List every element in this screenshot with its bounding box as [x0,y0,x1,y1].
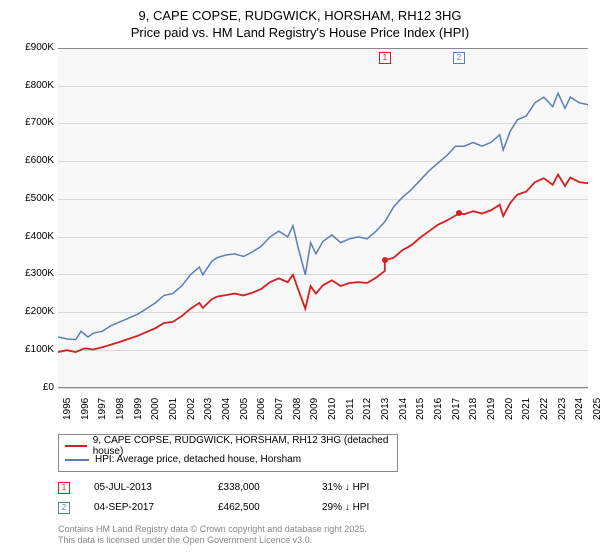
x-tick-label: 1999 [133,398,144,420]
x-tick-label: 2005 [239,398,250,420]
legend-swatch [65,445,87,447]
y-tick-label: £600K [10,155,54,166]
legend-swatch [65,459,89,461]
x-tick-label: 1995 [62,398,73,420]
y-tick-label: £500K [10,193,54,204]
y-gridline [58,388,588,389]
x-tick-label: 2004 [221,398,232,420]
x-tick-label: 2012 [362,398,373,420]
x-tick-label: 1997 [97,398,108,420]
y-tick-label: £400K [10,231,54,242]
title-line-1: 9, CAPE COPSE, RUDGWICK, HORSHAM, RH12 3… [10,8,590,25]
series-hpi [58,93,588,339]
plot-area: 12 [58,48,588,388]
sale-date: 05-JUL-2013 [94,482,194,493]
x-tick-label: 2006 [256,398,267,420]
series-svg [58,48,588,388]
x-tick-label: 2023 [557,398,568,420]
x-tick-label: 2014 [398,398,409,420]
x-tick-label: 2020 [504,398,515,420]
title-line-2: Price paid vs. HM Land Registry's House … [10,25,590,42]
legend: 9, CAPE COPSE, RUDGWICK, HORSHAM, RH12 3… [58,434,398,472]
sale-marker-1: 1 [379,52,391,64]
sale-row-marker: 2 [58,502,70,514]
x-tick-label: 2021 [521,398,532,420]
x-tick-label: 2024 [574,398,585,420]
x-tick-label: 2010 [327,398,338,420]
sales-table: 1 05-JUL-2013 £338,000 31% ↓ HPI 2 04-SEP-201… [58,478,590,518]
x-tick-label: 2008 [292,398,303,420]
y-tick-label: £700K [10,117,54,128]
sale-row: 1 05-JUL-2013 £338,000 31% ↓ HPI [58,478,590,498]
y-tick-label: £100K [10,344,54,355]
x-tick-label: 2000 [150,398,161,420]
y-tick-label: £900K [10,42,54,53]
x-tick-label: 2016 [433,398,444,420]
x-tick-label: 2001 [168,398,179,420]
credit-line-2: This data is licensed under the Open Gov… [58,535,590,547]
sale-row: 2 04-SEP-2017 £462,500 29% ↓ HPI [58,498,590,518]
x-tick-label: 2025 [592,398,600,420]
x-tick-label: 2017 [451,398,462,420]
x-tick-label: 2007 [274,398,285,420]
x-tick-label: 2013 [380,398,391,420]
x-tick-label: 2018 [468,398,479,420]
x-tick-label: 2019 [486,398,497,420]
y-tick-label: £800K [10,80,54,91]
credit-line-1: Contains HM Land Registry data © Crown c… [58,524,590,536]
credit: Contains HM Land Registry data © Crown c… [58,524,590,547]
legend-label: HPI: Average price, detached house, Hors… [95,454,301,465]
x-tick-label: 1996 [80,398,91,420]
x-tick-label: 2002 [186,398,197,420]
chart: 12£0£100K£200K£300K£400K£500K£600K£700K£… [10,48,590,428]
sale-delta: 29% ↓ HPI [322,502,369,513]
x-tick-label: 2022 [539,398,550,420]
sale-row-marker: 1 [58,482,70,494]
sale-marker-2: 2 [453,52,465,64]
sale-price: £338,000 [218,482,298,493]
sale-delta: 31% ↓ HPI [322,482,369,493]
x-tick-label: 1998 [115,398,126,420]
sale-dot-1 [382,257,388,263]
x-tick-label: 2011 [345,398,356,420]
y-tick-label: £0 [10,382,54,393]
sale-date: 04-SEP-2017 [94,502,194,513]
legend-row: 9, CAPE COPSE, RUDGWICK, HORSHAM, RH12 3… [65,439,391,453]
x-tick-label: 2003 [203,398,214,420]
x-tick-label: 2015 [415,398,426,420]
y-tick-label: £300K [10,268,54,279]
x-tick-label: 2009 [309,398,320,420]
y-tick-label: £200K [10,306,54,317]
series-price [58,174,588,352]
sale-price: £462,500 [218,502,298,513]
sale-dot-2 [456,210,462,216]
